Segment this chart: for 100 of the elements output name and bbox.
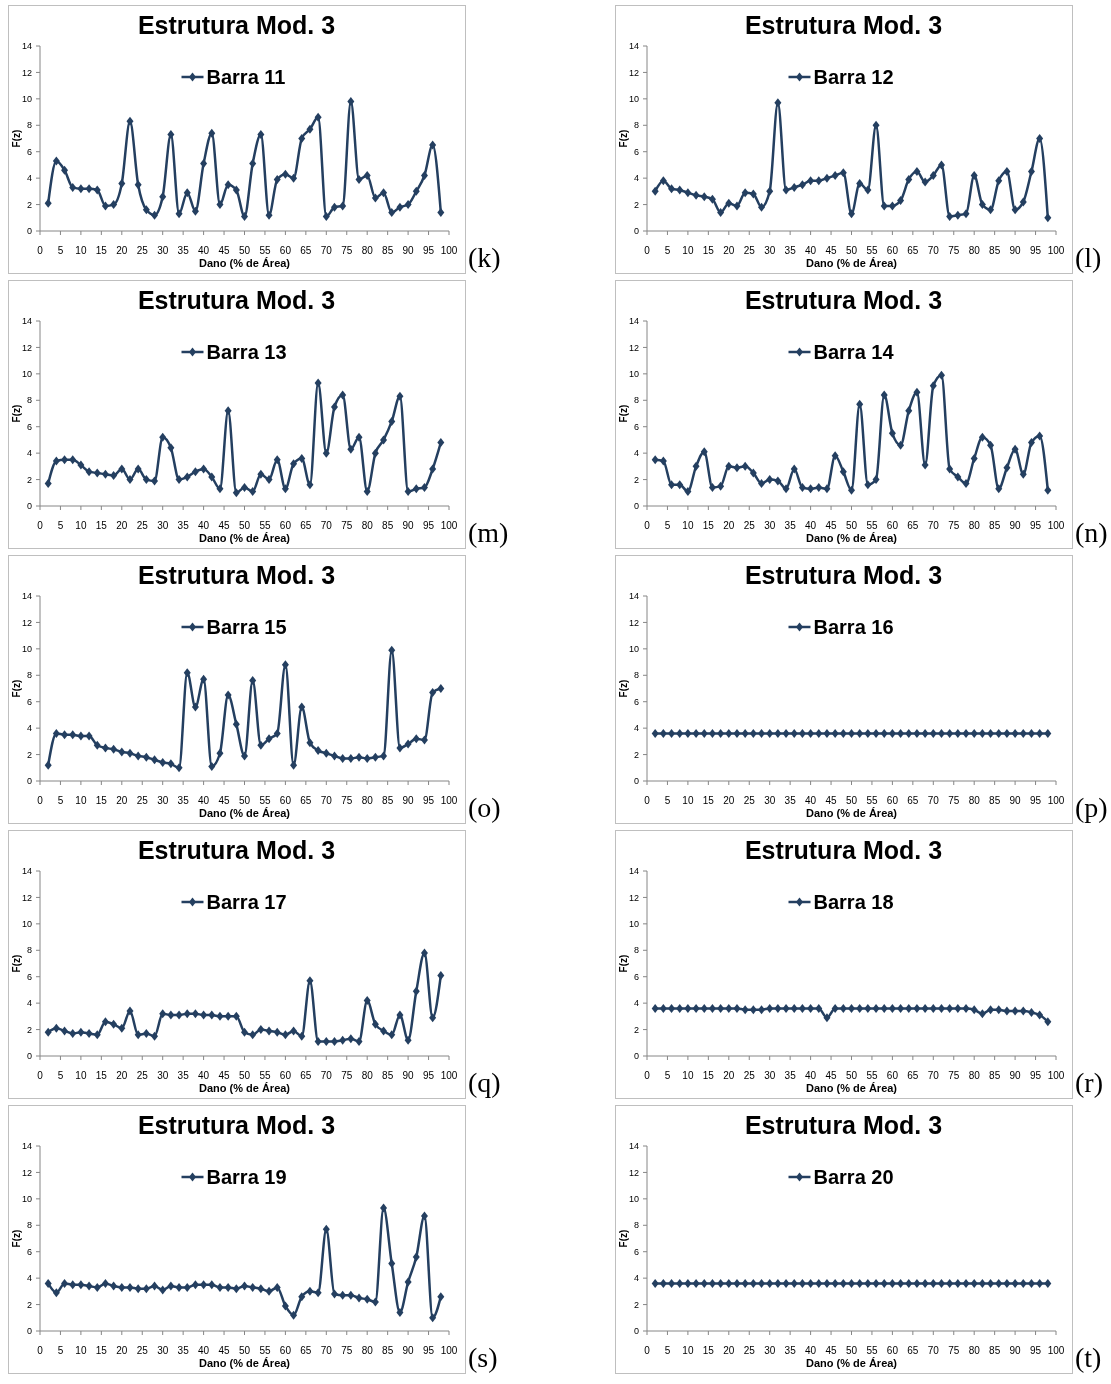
point: [987, 205, 995, 215]
x-tick-label: 20: [116, 520, 128, 531]
x-tick-label: 80: [361, 1345, 374, 1356]
chart-title: Estrutura Mod. 3: [137, 1111, 336, 1139]
point: [159, 1285, 167, 1295]
point: [314, 1288, 322, 1298]
point: [790, 464, 798, 474]
point: [437, 970, 445, 980]
point: [420, 735, 428, 745]
point: [142, 1284, 150, 1294]
point: [766, 186, 774, 196]
point: [208, 472, 216, 482]
y-tick-label: 10: [21, 94, 32, 105]
point: [758, 479, 766, 489]
y-tick-label: 8: [633, 945, 639, 956]
point: [322, 748, 330, 758]
point: [281, 1030, 289, 1040]
x-tick-label: 80: [361, 520, 374, 531]
point: [363, 754, 371, 764]
point: [420, 1211, 428, 1221]
y-tick-label: 4: [633, 448, 639, 459]
x-tick-label: 55: [259, 520, 271, 531]
point: [798, 483, 806, 492]
point: [1027, 167, 1035, 177]
point: [412, 484, 420, 494]
point: [159, 192, 167, 202]
point: [396, 1308, 404, 1317]
x-tick-label: 65: [300, 1070, 312, 1081]
x-tick-label: 60: [279, 245, 292, 256]
x-tick-label: 65: [300, 245, 312, 256]
point: [815, 176, 823, 186]
x-axis-title: Dano (% de Área): [805, 1357, 898, 1369]
x-tick-label: 90: [402, 1070, 415, 1081]
point: [265, 734, 273, 744]
x-tick-label: 35: [784, 1345, 797, 1356]
point: [864, 480, 872, 490]
y-tick-label: 10: [628, 94, 639, 105]
point: [126, 475, 134, 485]
point: [200, 1280, 208, 1290]
point: [151, 476, 159, 486]
x-tick-label: 100: [1047, 795, 1065, 806]
y-tick-label: 12: [628, 67, 639, 78]
point: [241, 483, 248, 492]
point: [306, 976, 314, 986]
point: [298, 702, 306, 712]
point: [420, 171, 428, 180]
x-tick-label: 85: [989, 795, 1001, 806]
point: [273, 455, 281, 465]
x-tick-label: 50: [238, 245, 251, 256]
point: [224, 1011, 232, 1021]
x-tick-label: 70: [927, 1345, 940, 1356]
x-tick-label: 30: [764, 1070, 776, 1081]
point: [77, 460, 85, 470]
x-tick-label: 30: [764, 1345, 776, 1356]
text: (q): [468, 1067, 501, 1098]
x-tick-label: 70: [927, 1070, 940, 1081]
point: [347, 754, 355, 764]
point: [224, 180, 232, 190]
x-tick-label: 90: [402, 1345, 415, 1356]
y-tick-label: 4: [26, 448, 32, 459]
point: [44, 198, 52, 208]
point: [69, 455, 77, 465]
point: [298, 1031, 306, 1041]
x-tick-label: 95: [1029, 795, 1042, 806]
point: [314, 112, 322, 122]
text: (o): [468, 792, 501, 823]
x-tick-label: 10: [682, 1345, 694, 1356]
x-tick-label: 10: [75, 1070, 87, 1081]
point: [741, 461, 749, 471]
point: [208, 1280, 216, 1290]
chart-title: Estrutura Mod. 3: [744, 561, 943, 589]
legend-label: Barra 18: [813, 891, 894, 913]
point: [93, 740, 101, 750]
point: [257, 130, 265, 140]
x-tick-label: 5: [57, 245, 64, 256]
y-tick-label: 10: [21, 644, 32, 655]
point: [937, 160, 945, 170]
x-tick-label: 25: [743, 520, 756, 531]
y-tick-label: 14: [628, 316, 639, 327]
x-tick-label: 45: [218, 1345, 231, 1356]
legend-label: Barra 11: [206, 66, 286, 88]
point: [380, 435, 388, 445]
y-tick-label: 4: [26, 723, 32, 734]
y-tick-label: 14: [628, 591, 639, 602]
point: [659, 176, 667, 186]
point: [412, 186, 420, 196]
x-tick-label: 100: [1047, 1345, 1065, 1356]
point: [281, 169, 289, 179]
point: [257, 1284, 265, 1294]
point: [93, 468, 101, 478]
point: [404, 1277, 412, 1287]
point: [159, 1009, 167, 1019]
point: [1036, 431, 1044, 441]
x-tick-label: 65: [300, 520, 312, 531]
x-tick-label: 95: [1029, 520, 1042, 531]
point: [782, 185, 790, 195]
point: [978, 432, 986, 442]
x-tick-label: 75: [948, 1345, 960, 1356]
y-tick-label: 14: [628, 866, 639, 877]
x-tick-label: 45: [825, 1345, 838, 1356]
